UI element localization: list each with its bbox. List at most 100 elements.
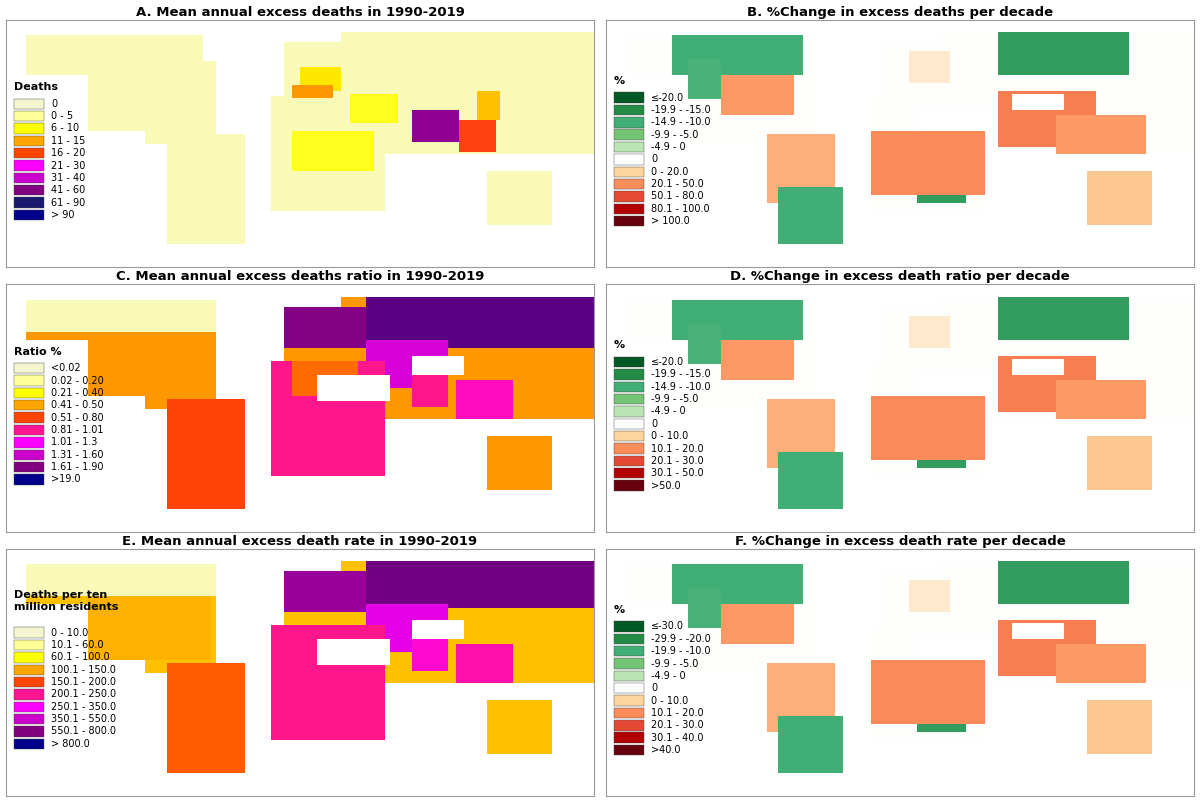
FancyBboxPatch shape [13, 665, 44, 675]
FancyBboxPatch shape [13, 136, 44, 146]
Text: 61 - 90: 61 - 90 [52, 198, 85, 208]
Text: 250.1 - 350.0: 250.1 - 350.0 [52, 702, 116, 712]
FancyBboxPatch shape [613, 394, 644, 404]
Text: 21 - 30: 21 - 30 [52, 161, 85, 170]
FancyBboxPatch shape [613, 683, 644, 694]
FancyBboxPatch shape [13, 652, 44, 662]
FancyBboxPatch shape [13, 640, 44, 650]
Text: 0.21 - 0.40: 0.21 - 0.40 [52, 388, 104, 398]
FancyBboxPatch shape [13, 111, 44, 122]
FancyBboxPatch shape [613, 708, 644, 718]
FancyBboxPatch shape [13, 400, 44, 410]
FancyBboxPatch shape [613, 646, 644, 656]
Text: -19.9 - -15.0: -19.9 - -15.0 [652, 105, 710, 115]
FancyBboxPatch shape [13, 425, 44, 435]
FancyBboxPatch shape [13, 677, 44, 687]
Text: 20.1 - 30.0: 20.1 - 30.0 [652, 720, 703, 730]
FancyBboxPatch shape [613, 191, 644, 202]
Text: -14.9 - -10.0: -14.9 - -10.0 [652, 118, 710, 127]
Text: > 90: > 90 [52, 210, 74, 220]
Text: %: % [613, 76, 625, 86]
Text: Deaths: Deaths [13, 82, 58, 92]
Title: E. Mean annual excess death rate in 1990-2019: E. Mean annual excess death rate in 1990… [122, 534, 478, 548]
Text: 16 - 20: 16 - 20 [52, 148, 85, 158]
Text: ≤-20.0: ≤-20.0 [652, 93, 684, 102]
Text: 0: 0 [652, 154, 658, 164]
FancyBboxPatch shape [613, 695, 644, 706]
FancyBboxPatch shape [13, 148, 44, 158]
FancyBboxPatch shape [13, 375, 44, 386]
FancyBboxPatch shape [613, 481, 644, 490]
Text: 350.1 - 550.0: 350.1 - 550.0 [52, 714, 116, 724]
FancyBboxPatch shape [613, 370, 644, 379]
FancyBboxPatch shape [613, 130, 644, 140]
FancyBboxPatch shape [613, 658, 644, 669]
Text: -4.9 - 0: -4.9 - 0 [652, 142, 685, 152]
Title: D. %Change in excess death ratio per decade: D. %Change in excess death ratio per dec… [730, 270, 1069, 283]
Text: 20.1 - 30.0: 20.1 - 30.0 [652, 456, 703, 466]
Text: 0.41 - 0.50: 0.41 - 0.50 [52, 400, 104, 410]
FancyBboxPatch shape [13, 450, 44, 460]
Text: -4.9 - 0: -4.9 - 0 [652, 406, 685, 417]
Text: 1.31 - 1.60: 1.31 - 1.60 [52, 450, 103, 460]
Text: Deaths per ten
million residents: Deaths per ten million residents [13, 590, 118, 612]
Title: A. Mean annual excess deaths in 1990-2019: A. Mean annual excess deaths in 1990-201… [136, 6, 464, 19]
FancyBboxPatch shape [613, 382, 644, 392]
Text: 0.02 - 0.20: 0.02 - 0.20 [52, 375, 104, 386]
Text: 10.1 - 20.0: 10.1 - 20.0 [652, 708, 703, 718]
FancyBboxPatch shape [613, 117, 644, 127]
Text: > 100.0: > 100.0 [652, 216, 690, 226]
FancyBboxPatch shape [613, 357, 644, 367]
FancyBboxPatch shape [613, 216, 644, 226]
Text: 100.1 - 150.0: 100.1 - 150.0 [52, 665, 116, 674]
FancyBboxPatch shape [13, 123, 44, 134]
FancyBboxPatch shape [13, 627, 44, 638]
Text: 550.1 - 800.0: 550.1 - 800.0 [52, 726, 116, 737]
Text: 41 - 60: 41 - 60 [52, 186, 85, 195]
Text: >40.0: >40.0 [652, 745, 680, 755]
Text: -14.9 - -10.0: -14.9 - -10.0 [652, 382, 710, 392]
Text: 0: 0 [652, 683, 658, 694]
FancyBboxPatch shape [13, 437, 44, 447]
Text: 0 - 5: 0 - 5 [52, 111, 73, 121]
Text: 60.1 - 100.0: 60.1 - 100.0 [52, 652, 110, 662]
FancyBboxPatch shape [613, 443, 644, 454]
Text: > 800.0: > 800.0 [52, 739, 90, 749]
Text: -29.9 - -20.0: -29.9 - -20.0 [652, 634, 710, 644]
Text: 10.1 - 60.0: 10.1 - 60.0 [52, 640, 103, 650]
Text: 6 - 10: 6 - 10 [52, 123, 79, 134]
Text: 0 - 20.0: 0 - 20.0 [652, 166, 689, 177]
FancyBboxPatch shape [13, 474, 44, 485]
FancyBboxPatch shape [613, 204, 644, 214]
FancyBboxPatch shape [13, 462, 44, 472]
FancyBboxPatch shape [13, 363, 44, 374]
FancyBboxPatch shape [613, 406, 644, 417]
Text: 10.1 - 20.0: 10.1 - 20.0 [652, 443, 703, 454]
FancyBboxPatch shape [13, 388, 44, 398]
Text: ≤-20.0: ≤-20.0 [652, 357, 684, 367]
FancyBboxPatch shape [613, 93, 644, 102]
FancyBboxPatch shape [613, 105, 644, 115]
Text: 0.81 - 1.01: 0.81 - 1.01 [52, 425, 103, 435]
FancyBboxPatch shape [13, 738, 44, 749]
FancyBboxPatch shape [13, 210, 44, 220]
FancyBboxPatch shape [13, 185, 44, 195]
Text: 0 - 10.0: 0 - 10.0 [52, 628, 89, 638]
FancyBboxPatch shape [13, 173, 44, 183]
Text: Ratio %: Ratio % [13, 346, 61, 357]
Title: F. %Change in excess death rate per decade: F. %Change in excess death rate per deca… [734, 534, 1066, 548]
FancyBboxPatch shape [613, 166, 644, 177]
FancyBboxPatch shape [613, 456, 644, 466]
Text: 1.61 - 1.90: 1.61 - 1.90 [52, 462, 103, 472]
FancyBboxPatch shape [613, 634, 644, 644]
FancyBboxPatch shape [13, 160, 44, 170]
Text: %: % [613, 605, 625, 615]
Text: 200.1 - 250.0: 200.1 - 250.0 [52, 690, 116, 699]
FancyBboxPatch shape [613, 622, 644, 632]
Text: 50.1 - 80.0: 50.1 - 80.0 [652, 191, 703, 202]
Text: 0.51 - 0.80: 0.51 - 0.80 [52, 413, 104, 422]
Text: 0 - 10.0: 0 - 10.0 [652, 431, 689, 441]
FancyBboxPatch shape [13, 702, 44, 712]
Text: -19.9 - -10.0: -19.9 - -10.0 [652, 646, 710, 656]
FancyBboxPatch shape [613, 720, 644, 730]
